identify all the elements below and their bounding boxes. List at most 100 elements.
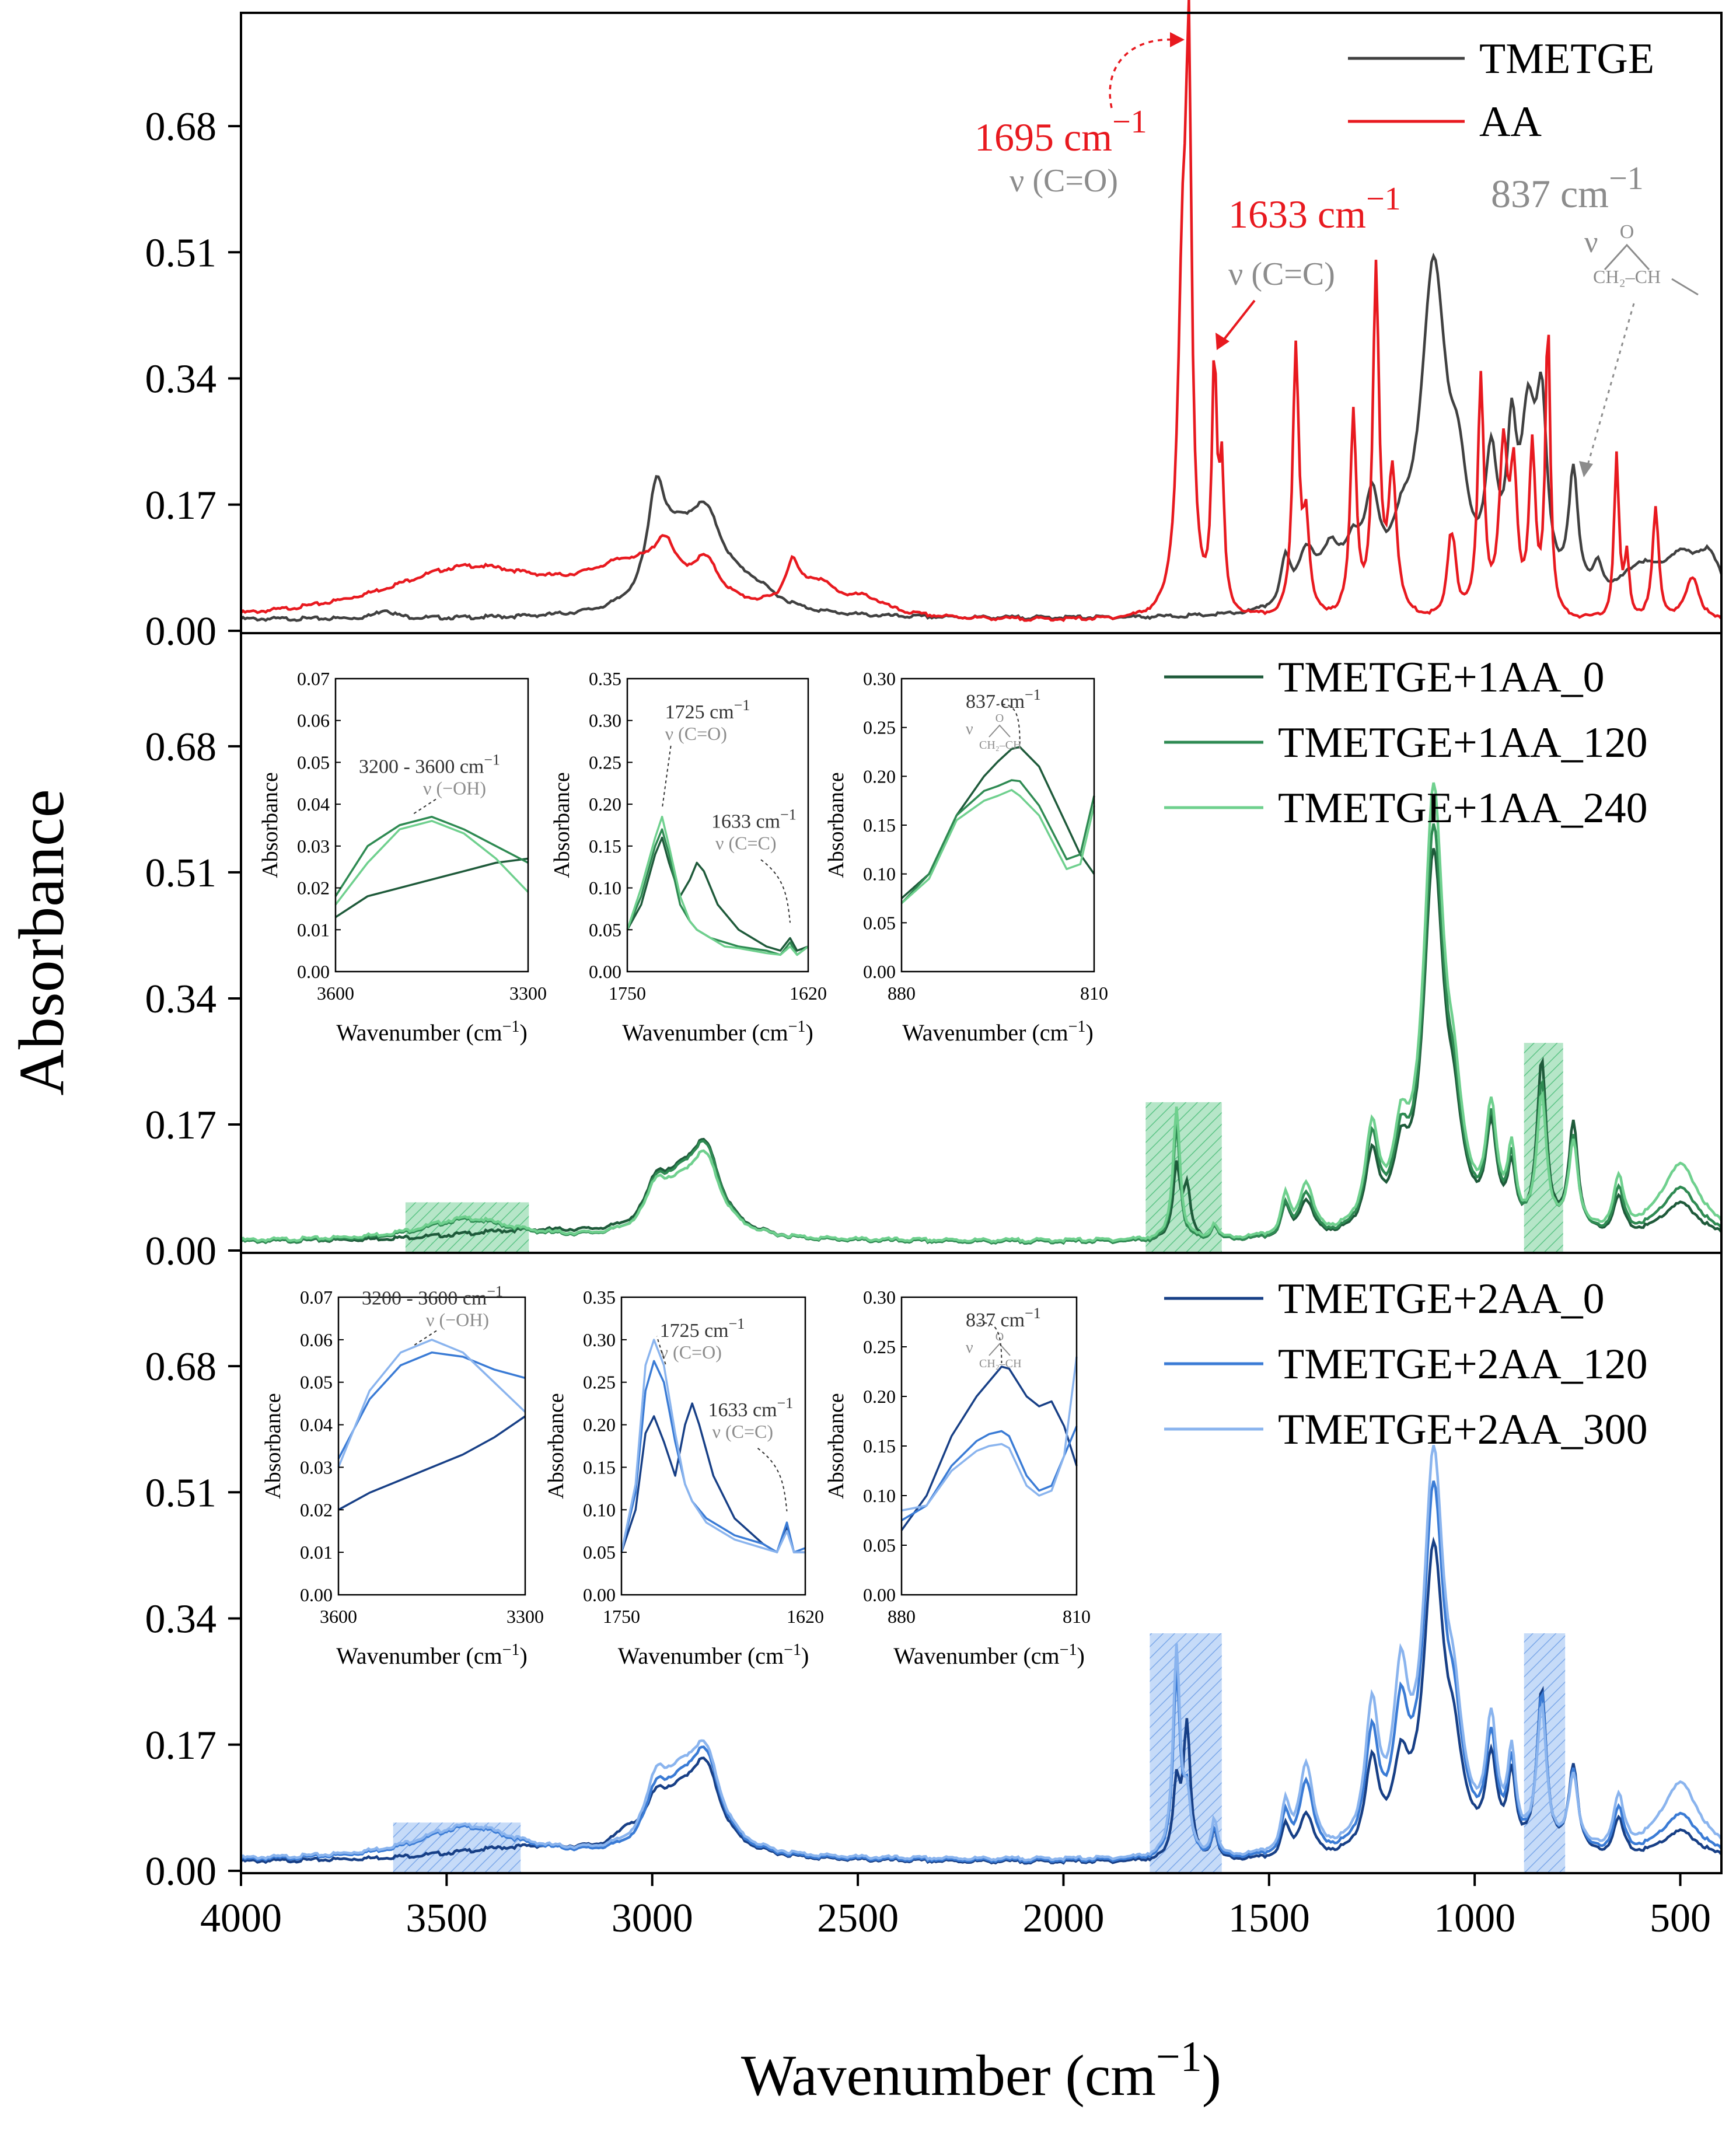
inset-y-tick-label: 0.30 [583, 1329, 616, 1350]
inset-y-tick-label: 0.04 [297, 794, 330, 815]
inset-bottom-1: 0.00 0.05 0.10 0.15 0.20 0.25 0.30 0.35 1750 1620… [544, 1287, 824, 1669]
panel-bottom: 0.00 0.17 0.34 0.51 0.68 TMETGE+2AA_0 TMETGE+2… [145, 1252, 1723, 1894]
y-tick-label: 0.68 [145, 1344, 217, 1389]
inset-x-axis-label: Wavenumber (cm−1) [336, 1641, 528, 1669]
annotation-1695: 1695 cm−1 [974, 104, 1147, 159]
annotation-837-mode: ν [1584, 226, 1598, 259]
inset-annotation-mode: ν (−OH) [423, 778, 486, 799]
legend-label-AA: AA [1479, 98, 1542, 146]
inset-x-axis-label: Wavenumber (cm−1) [618, 1641, 809, 1669]
series-line-AA [240, 0, 1723, 623]
inset-y-tick-label: 0.00 [589, 961, 621, 982]
inset-epoxide-chain: CH₂–CH [979, 739, 1022, 752]
inset-y-axis-label: Absorbance [824, 772, 848, 878]
inset-annotation-arrow [413, 1330, 437, 1347]
inset-y-tick-label: 0.05 [583, 1542, 616, 1563]
inset-x-tick-label: 3300 [509, 983, 547, 1004]
inset-y-tick-label: 0.04 [300, 1414, 333, 1436]
y-tick-label: 0.17 [145, 1103, 217, 1148]
y-tick-label: 0.68 [145, 725, 217, 770]
y-tick-label: 0.34 [145, 1597, 217, 1642]
inset-y-tick-label: 0.00 [583, 1584, 616, 1605]
epoxide-chain: CH₂–CH [1593, 266, 1661, 287]
inset-x-tick-label: 3600 [320, 1606, 357, 1627]
inset-x-axis-label: Wavenumber (cm−1) [893, 1641, 1085, 1669]
y-tick-label: 0.17 [145, 1723, 217, 1768]
inset-y-tick-label: 0.20 [863, 766, 896, 787]
inset-y-tick-label: 0.10 [589, 878, 621, 899]
y-tick-label: 0.51 [145, 851, 217, 896]
inset-middle-1: 0.00 0.05 0.10 0.15 0.20 0.25 0.30 0.35 1750 1620… [550, 668, 827, 1046]
inset-y-tick-label: 0.10 [863, 864, 896, 885]
inset-series-line [620, 1360, 806, 1553]
panel-top: 0.00 0.17 0.34 0.51 0.68 TMETGE AA 1695 cm−1 ν (… [145, 0, 1723, 654]
x-tick-label: 1000 [1434, 1896, 1515, 1941]
inset-epoxide-structure-icon: ν O CH₂–CH [966, 712, 1022, 752]
inset-x-axis-label: Wavenumber (cm−1) [902, 1018, 1094, 1046]
inset-annotation-2-arrow [760, 859, 791, 923]
inset-y-tick-label: 0.15 [863, 815, 896, 836]
x-tick-label: 4000 [200, 1896, 282, 1941]
inset-series-line [900, 789, 1095, 904]
inset-y-tick-label: 0.25 [863, 717, 896, 738]
inset-annotation: 837 cm−1 [966, 686, 1041, 713]
panel-frame [240, 1252, 1723, 1874]
highlight-region [1524, 1633, 1566, 1873]
inset-y-tick-label: 0.05 [863, 912, 896, 933]
inset-annotation-2-mode: ν (C=C) [712, 1421, 774, 1442]
legend-label-TMETGE+2AA_300: TMETGE+2AA_300 [1278, 1406, 1648, 1454]
inset-y-tick-label: 0.10 [583, 1499, 616, 1520]
inset-bottom-0: 0.00 0.01 0.02 0.03 0.04 0.05 0.06 0.07 3600 3300… [261, 1283, 544, 1669]
inset-annotation-arrow [661, 745, 672, 809]
x-tick-label: 1500 [1228, 1896, 1310, 1941]
inset-y-tick-label: 0.00 [300, 1584, 333, 1605]
annotation-arrow-1633 [1221, 299, 1256, 343]
inset-y-tick-label: 0.01 [300, 1542, 333, 1563]
inset-y-tick-label: 0.30 [589, 710, 621, 731]
legend-label-TMETGE+1AA_240: TMETGE+1AA_240 [1278, 784, 1648, 832]
epoxide-bond [1671, 278, 1699, 296]
inset-x-axis-label: Wavenumber (cm−1) [336, 1018, 528, 1046]
x-tick-label: 500 [1650, 1896, 1711, 1941]
y-tick-label: 0.51 [145, 230, 217, 275]
series-line-TMETGE+1AA_0 [240, 848, 1723, 1245]
x-axis-label: Wavenumber (cm−1) [741, 2033, 1221, 2108]
series-line-TMETGE+2AA_120 [240, 1480, 1723, 1863]
annotation-1695-mode: ν (C=O) [1010, 163, 1118, 199]
inset-x-axis-label: Wavenumber (cm−1) [622, 1018, 813, 1046]
inset-y-tick-label: 0.01 [297, 919, 330, 940]
x-tick-label: 3000 [612, 1896, 693, 1941]
inset-epoxide-ring [988, 1343, 1011, 1356]
inset-y-tick-label: 0.15 [583, 1457, 616, 1478]
inset-annotation-2: 1633 cm−1 [711, 806, 797, 832]
inset-epoxide-structure-icon: ν O CH₂–CH [966, 1330, 1022, 1370]
x-axis: 4000 3500 3000 2500 2000 1500 1000 500 [200, 1873, 1711, 1941]
inset-x-tick-label: 810 [1063, 1606, 1091, 1627]
legend-label-TMETGE+1AA_0: TMETGE+1AA_0 [1278, 654, 1605, 701]
inset-y-tick-label: 0.35 [583, 1287, 616, 1308]
inset-epoxide-o: O [996, 712, 1004, 725]
series-line-TMETGE+1AA_240 [240, 782, 1723, 1244]
annotation-1633: 1633 cm−1 [1228, 181, 1401, 236]
inset-frame [337, 1296, 526, 1596]
inset-y-tick-label: 0.05 [300, 1372, 333, 1393]
inset-bottom-2: 0.00 0.05 0.10 0.15 0.20 0.25 0.30 880 810 Wavenu… [824, 1287, 1091, 1669]
y-tick-label: 0.34 [145, 977, 217, 1022]
epoxide-o: O [1620, 221, 1634, 243]
inset-series-line [337, 1351, 526, 1459]
y-axis-label: Absorbance [6, 789, 77, 1095]
inset-series-line [620, 1339, 805, 1553]
inset-y-tick-label: 0.06 [297, 710, 330, 731]
inset-y-tick-label: 0.15 [863, 1436, 896, 1457]
y-tick-label: 0.17 [145, 483, 217, 528]
inset-y-axis-label: Absorbance [550, 772, 574, 878]
legend-label-TMETGE+2AA_120: TMETGE+2AA_120 [1278, 1340, 1648, 1388]
inset-y-tick-label: 0.00 [863, 961, 896, 982]
inset-x-tick-label: 880 [888, 1606, 916, 1627]
inset-y-tick-label: 0.30 [863, 668, 896, 689]
inset-y-tick-label: 0.03 [300, 1457, 333, 1478]
inset-y-tick-label: 0.20 [583, 1414, 616, 1436]
inset-annotation-arrow [412, 798, 436, 815]
inset-annotation-2-mode: ν (C=C) [715, 832, 777, 853]
